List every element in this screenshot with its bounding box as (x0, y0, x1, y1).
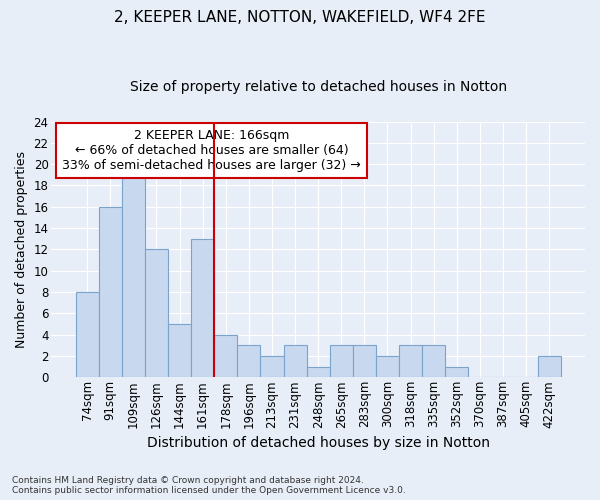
Bar (191, 239, 214, 378)
Bar (98, 207, 122, 378)
Title: Size of property relative to detached houses in Notton: Size of property relative to detached ho… (130, 80, 507, 94)
Bar (284, 346, 307, 378)
Bar (238, 346, 260, 378)
Bar (307, 366, 330, 378)
X-axis label: Distribution of detached houses by size in Notton: Distribution of detached houses by size … (146, 436, 490, 450)
Bar (399, 346, 422, 378)
Y-axis label: Number of detached properties: Number of detached properties (15, 151, 28, 348)
Bar (214, 334, 238, 378)
Text: 2 KEEPER LANE: 166sqm
← 66% of detached houses are smaller (64)
33% of semi-deta: 2 KEEPER LANE: 166sqm ← 66% of detached … (62, 129, 361, 172)
Bar (353, 346, 376, 378)
Bar (422, 346, 445, 378)
Bar (260, 356, 284, 378)
Bar (168, 324, 191, 378)
Bar (376, 356, 399, 378)
Bar (445, 366, 469, 378)
Bar (538, 356, 561, 378)
Bar (145, 250, 168, 378)
Bar (76, 292, 98, 378)
Text: Contains HM Land Registry data © Crown copyright and database right 2024.
Contai: Contains HM Land Registry data © Crown c… (12, 476, 406, 495)
Bar (330, 346, 353, 378)
Bar (122, 164, 145, 378)
Text: 2, KEEPER LANE, NOTTON, WAKEFIELD, WF4 2FE: 2, KEEPER LANE, NOTTON, WAKEFIELD, WF4 2… (114, 10, 486, 25)
